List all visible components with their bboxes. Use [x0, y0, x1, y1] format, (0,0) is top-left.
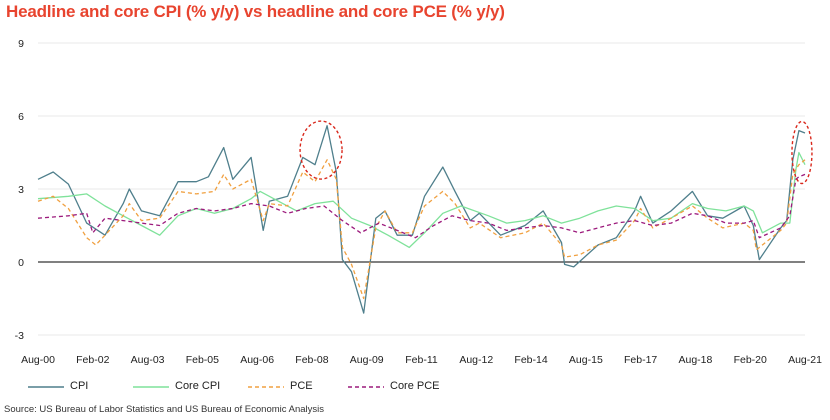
series-line-cpi — [37, 125, 806, 314]
x-tick-label: Feb-11 — [405, 354, 438, 366]
x-tick-label: Aug-03 — [131, 354, 165, 366]
y-axis-ticks: 9 6 3 0 -3 — [15, 38, 25, 342]
highlight-ellipse-2008 — [299, 120, 343, 180]
legend-label-pce: PCE — [290, 380, 313, 392]
y-tick-label: 3 — [18, 184, 24, 196]
x-tick-label: Feb-20 — [734, 354, 767, 366]
source-note: Source: US Bureau of Labor Statistics an… — [4, 404, 324, 415]
x-tick-label: Aug-12 — [459, 354, 493, 366]
gridlines — [38, 42, 805, 336]
legend-label-core-pce: Core PCE — [390, 380, 440, 392]
legend-label-cpi: CPI — [70, 380, 89, 392]
x-tick-label: Aug-00 — [21, 354, 55, 366]
series-lines — [37, 125, 806, 314]
x-axis-ticks: Aug-00 Feb-02 Aug-03 Feb-05 Aug-06 Feb-08 Aug-… — [21, 354, 822, 366]
x-tick-label: Aug-18 — [678, 354, 712, 366]
chart-title: Headline and core CPI (% y/y) vs headlin… — [6, 2, 505, 21]
y-tick-label: 6 — [18, 111, 24, 123]
x-tick-label: Feb-17 — [624, 354, 657, 366]
x-tick-label: Feb-05 — [186, 354, 219, 366]
series-line-core-cpi — [37, 151, 806, 249]
y-tick-label: 9 — [18, 38, 24, 50]
x-tick-label: Feb-14 — [514, 354, 547, 366]
x-tick-label: Aug-21 — [788, 354, 822, 366]
x-tick-label: Aug-06 — [240, 354, 274, 366]
legend-label-core-cpi: Core CPI — [175, 380, 221, 392]
x-tick-label: Aug-09 — [350, 354, 384, 366]
x-tick-label: Feb-08 — [295, 354, 328, 366]
annotations — [299, 120, 813, 185]
series-line-pce — [37, 159, 806, 300]
highlight-ellipse-2021 — [791, 120, 813, 185]
x-tick-label: Aug-15 — [569, 354, 603, 366]
x-tick-label: Feb-02 — [76, 354, 109, 366]
y-tick-label: -3 — [15, 330, 24, 342]
line-chart: 9 6 3 0 -3 Aug-00 Feb-02 Aug-03 Feb-05 Aug-06 Feb… — [15, 38, 822, 366]
y-tick-label: 0 — [18, 257, 24, 269]
series-line-core-pce — [37, 173, 806, 239]
